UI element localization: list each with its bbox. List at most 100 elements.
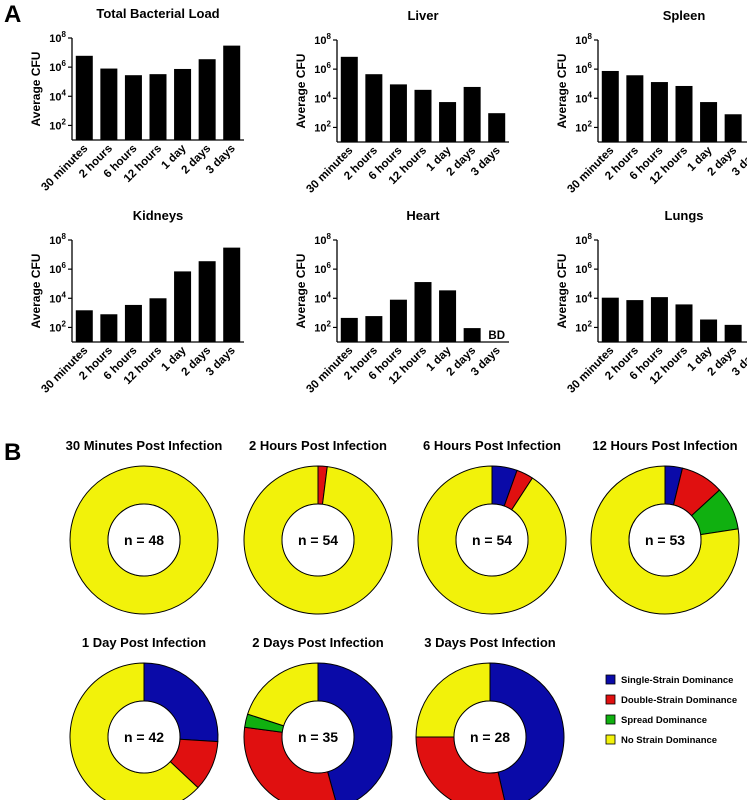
y-axis-label: Average CFU [29, 254, 43, 329]
donut-chart-11: 2 Days Post Infection n = 35 [243, 635, 393, 800]
bar [100, 314, 118, 342]
bar [601, 297, 619, 342]
below-detection-label: BD [488, 330, 505, 342]
bar [124, 75, 142, 140]
bar [463, 86, 481, 142]
bar [650, 82, 668, 142]
legend-swatch [605, 734, 616, 745]
chart-title: Kidneys [133, 208, 184, 223]
y-axis-label: Average CFU [29, 52, 43, 127]
y-tick-label: 108 [575, 32, 592, 47]
donut-hole [453, 700, 527, 774]
chart-title: 2 Hours Post Infection [249, 438, 387, 453]
donut-chart-10: 1 Day Post Infection n = 42 [69, 635, 219, 800]
bar [700, 102, 718, 142]
y-tick-label: 104 [314, 290, 331, 305]
donut-hole [455, 503, 529, 577]
bar [488, 113, 506, 142]
y-axis-label: Average CFU [555, 54, 569, 129]
y-tick-label: 108 [314, 32, 331, 47]
sample-size-label: n = 53 [645, 532, 685, 548]
legend-label: Single-Strain Dominance [621, 675, 733, 686]
donut-chart-6: 30 Minutes Post Infection n = 48 [66, 438, 223, 615]
bar [675, 304, 693, 342]
bar [463, 328, 481, 342]
donut-chart-9: 12 Hours Post Infection n = 53 [590, 438, 740, 615]
donut-hole [628, 503, 702, 577]
donut-hole [107, 700, 181, 774]
bar [414, 282, 432, 342]
legend-label: Spread Dominance [621, 715, 707, 726]
y-axis-label: Average CFU [294, 254, 308, 329]
bar [700, 319, 718, 342]
bar [389, 299, 407, 342]
sample-size-label: n = 54 [472, 532, 512, 548]
donut-hole [281, 503, 355, 577]
sample-size-label: n = 54 [298, 532, 338, 548]
y-tick-label: 108 [49, 232, 66, 247]
bar [389, 84, 407, 142]
bar [149, 298, 167, 342]
y-tick-label: 104 [49, 88, 66, 103]
chart-title: 2 Days Post Infection [252, 635, 384, 650]
chart-title: Total Bacterial Load [96, 6, 219, 21]
y-tick-label: 104 [575, 290, 592, 305]
bar [365, 316, 383, 342]
sample-size-label: n = 48 [124, 532, 164, 548]
bar [724, 114, 742, 142]
bar [626, 75, 644, 142]
bar [626, 300, 644, 342]
bar [439, 102, 457, 142]
legend-swatch [605, 714, 616, 725]
panel-b-label: B [4, 439, 21, 466]
y-tick-label: 108 [49, 30, 66, 45]
bar [75, 310, 93, 342]
donut-chart-8: 6 Hours Post Infection n = 54 [417, 438, 567, 615]
panel-a-label: A [4, 1, 21, 28]
bar [414, 89, 432, 142]
chart-title: Lungs [665, 208, 704, 223]
y-tick-label: 104 [575, 90, 592, 105]
bar [650, 297, 668, 342]
donut-hole [281, 700, 355, 774]
bar [100, 68, 118, 140]
chart-title: 12 Hours Post Infection [592, 438, 737, 453]
bar [198, 59, 216, 140]
y-tick-label: 106 [49, 59, 66, 74]
bar [174, 271, 192, 342]
donut-chart-12: 3 Days Post Infection n = 28 [415, 635, 565, 800]
sample-size-label: n = 35 [298, 729, 338, 745]
y-tick-label: 106 [575, 261, 592, 276]
bar [174, 68, 192, 140]
bar [601, 70, 619, 142]
donut-chart-7: 2 Hours Post Infection n = 54 [243, 438, 393, 615]
legend: Single-Strain Dominance Double-Strain Dom… [605, 674, 737, 746]
chart-title: 1 Day Post Infection [82, 635, 206, 650]
legend-swatch [605, 674, 616, 685]
y-tick-label: 102 [314, 119, 331, 134]
bar [365, 74, 383, 142]
bar [198, 261, 216, 342]
y-tick-label: 108 [314, 232, 331, 247]
chart-title: 6 Hours Post Infection [423, 438, 561, 453]
y-tick-label: 106 [314, 61, 331, 76]
sample-size-label: n = 42 [124, 729, 164, 745]
sample-size-label: n = 28 [470, 729, 510, 745]
legend-label: No Strain Dominance [621, 735, 717, 746]
y-tick-label: 104 [314, 90, 331, 105]
bar [124, 304, 142, 342]
legend-swatch [605, 694, 616, 705]
bar [340, 56, 358, 143]
y-tick-label: 106 [575, 61, 592, 76]
bar [724, 324, 742, 342]
y-tick-label: 108 [575, 232, 592, 247]
bar [439, 290, 457, 342]
bar [223, 45, 241, 140]
bar [149, 74, 167, 140]
donut-hole [107, 503, 181, 577]
chart-title: 30 Minutes Post Infection [66, 438, 223, 453]
